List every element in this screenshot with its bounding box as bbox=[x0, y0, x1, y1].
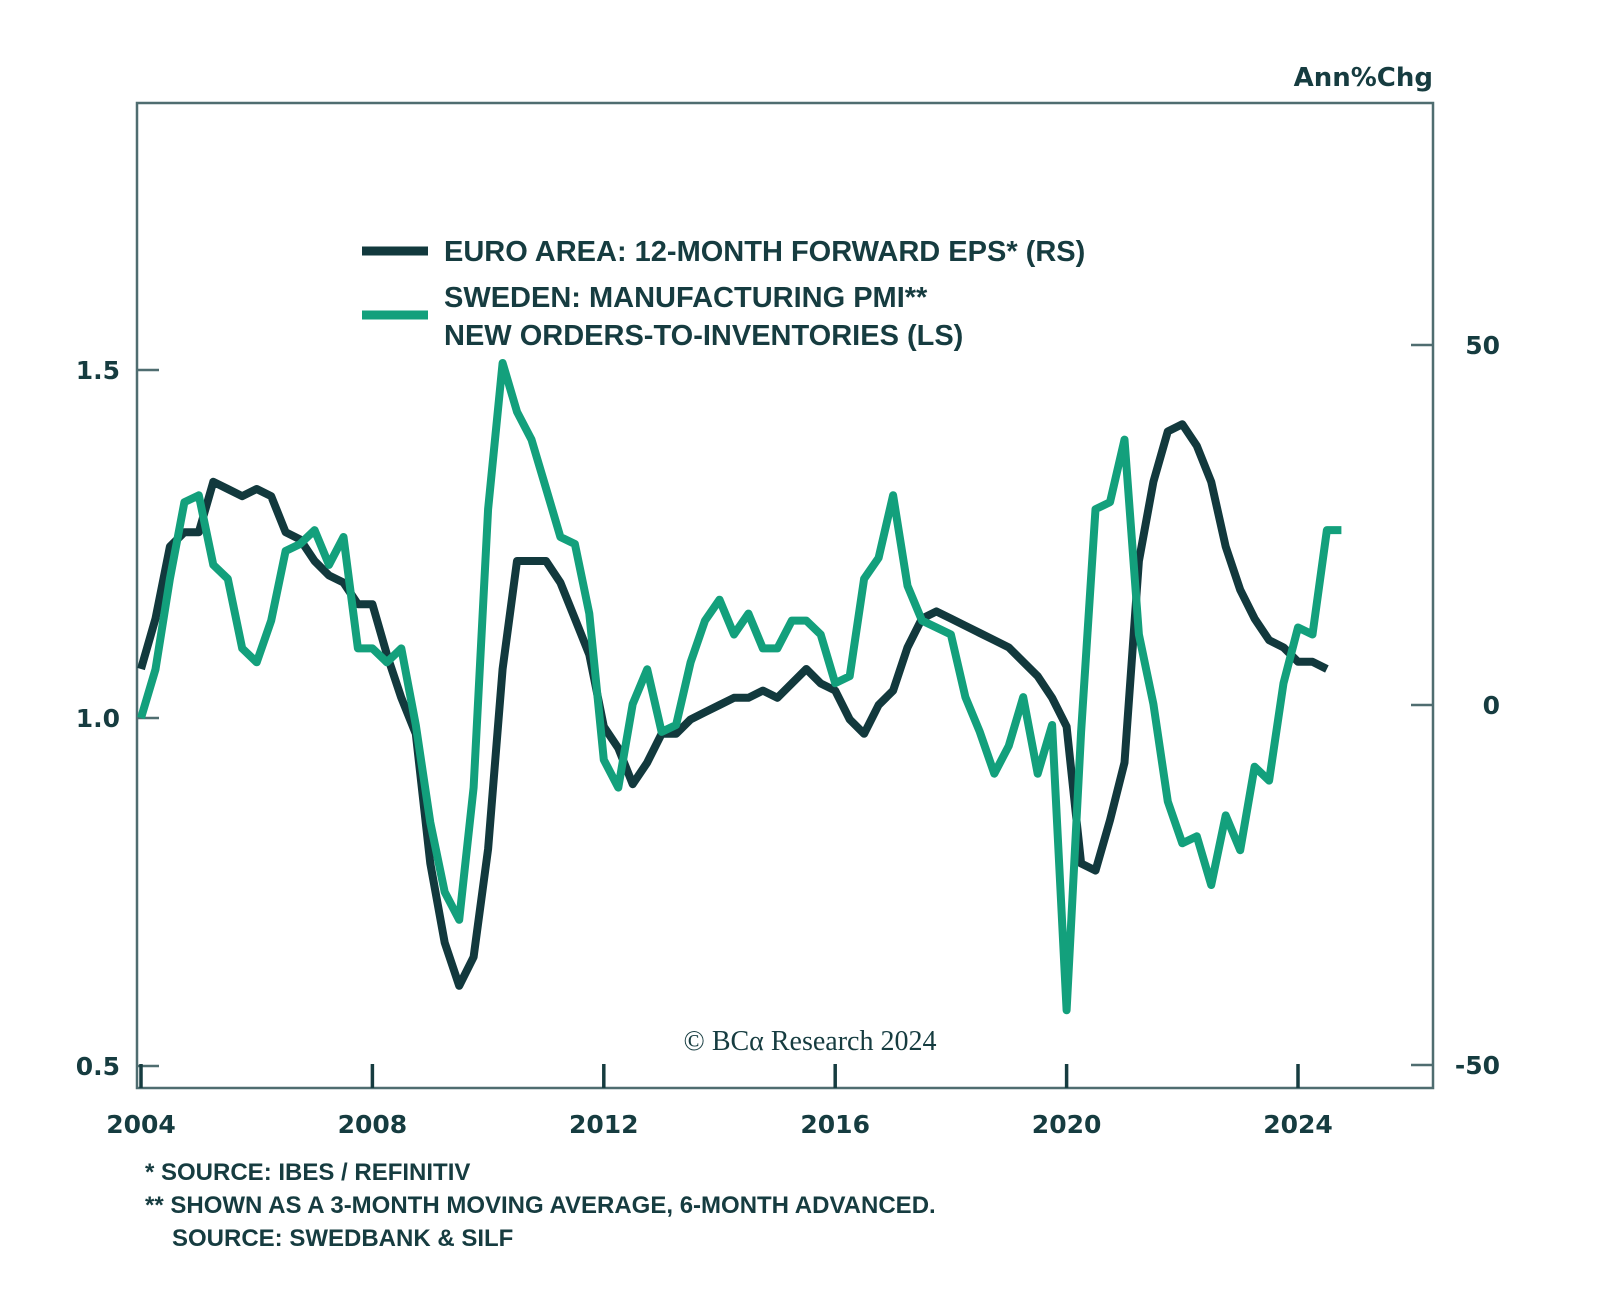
x-axis-tick-label: 2024 bbox=[1263, 1110, 1333, 1139]
x-axis-tick-label: 2012 bbox=[569, 1110, 639, 1139]
series-layer bbox=[137, 359, 1342, 1015]
left-axis-tick-label: 1.0 bbox=[76, 704, 120, 733]
footnote-2: ** SHOWN AS A 3-MONTH MOVING AVERAGE, 6-… bbox=[145, 1192, 936, 1219]
legend-item-sweden-pmi: SWEDEN: MANUFACTURING PMI** NEW ORDERS-T… bbox=[362, 282, 963, 352]
left-axis-tick-label: 0.5 bbox=[76, 1052, 120, 1081]
right-axis-tick-label: -50 bbox=[1455, 1051, 1500, 1080]
x-axis: 2004 2008 2012 2016 2020 2024 bbox=[106, 1064, 1333, 1139]
left-axis-tick-label: 1.5 bbox=[76, 356, 120, 385]
legend-label-sweden-pmi-2: NEW ORDERS-TO-INVENTORIES (LS) bbox=[444, 320, 963, 352]
footnote-3: SOURCE: SWEDBANK & SILF bbox=[172, 1225, 513, 1252]
x-axis-tick-label: 2008 bbox=[338, 1110, 408, 1139]
plot-frame bbox=[135, 101, 1435, 1090]
right-axis-tick-label: 50 bbox=[1465, 331, 1500, 360]
x-axis-tick-label: 2004 bbox=[106, 1110, 176, 1139]
left-axis: 0.5 1.0 1.5 bbox=[76, 356, 159, 1081]
footnote-1: * SOURCE: IBES / REFINITIV bbox=[145, 1159, 470, 1186]
series-line-euro-area-eps bbox=[137, 420, 1329, 990]
right-axis: -50 0 50 bbox=[1411, 331, 1500, 1080]
right-axis-tick-label: 0 bbox=[1483, 691, 1500, 720]
legend-label-sweden-pmi-1: SWEDEN: MANUFACTURING PMI** bbox=[444, 282, 928, 314]
series-line-sweden-pmi bbox=[137, 359, 1342, 1015]
unit-label: Ann%Chg bbox=[1294, 63, 1433, 93]
copyright-annotation: © BCα Research 2024 bbox=[684, 1026, 937, 1057]
x-axis-tick-label: 2020 bbox=[1032, 1110, 1102, 1139]
x-axis-tick-label: 2016 bbox=[800, 1110, 870, 1139]
legend-label-euro-eps: EURO AREA: 12-MONTH FORWARD EPS* (RS) bbox=[444, 236, 1085, 268]
legend-item-euro-eps: EURO AREA: 12-MONTH FORWARD EPS* (RS) bbox=[362, 236, 1085, 268]
legend: EURO AREA: 12-MONTH FORWARD EPS* (RS) SW… bbox=[362, 236, 1085, 352]
